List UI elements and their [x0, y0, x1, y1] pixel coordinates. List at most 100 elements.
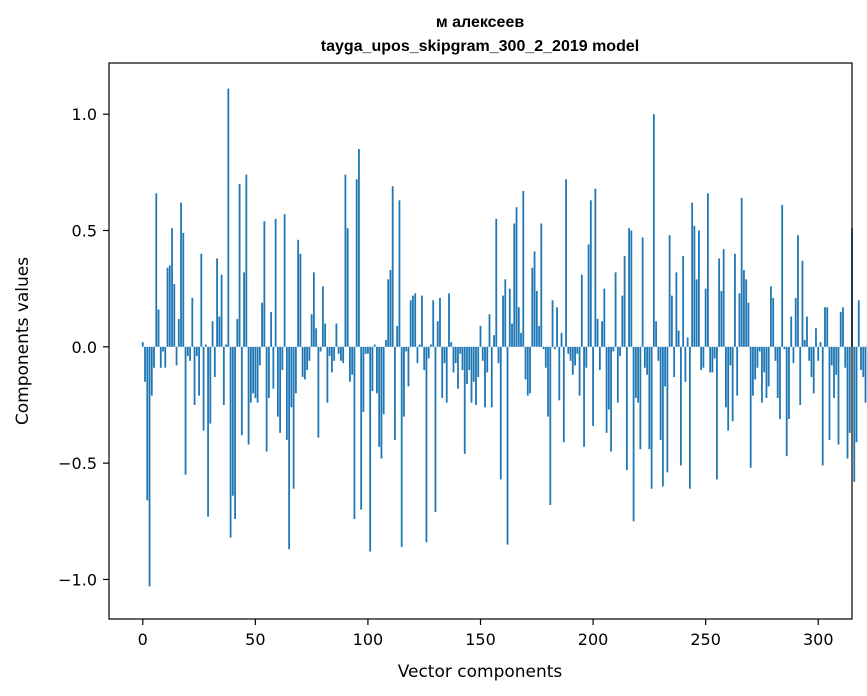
bar	[668, 235, 671, 347]
bar	[452, 346, 455, 373]
bar	[344, 174, 347, 347]
bar	[204, 344, 207, 347]
bar	[222, 346, 225, 405]
bar	[315, 328, 318, 347]
bar	[806, 316, 808, 347]
bar	[220, 274, 223, 347]
bar	[310, 314, 313, 347]
bar	[436, 321, 439, 347]
bar	[353, 346, 356, 519]
bar	[252, 346, 254, 394]
bar	[576, 346, 579, 354]
bar	[200, 253, 203, 347]
bar	[213, 346, 216, 378]
bar	[349, 346, 351, 382]
bar	[177, 318, 180, 347]
bar	[752, 346, 754, 396]
bar	[396, 325, 399, 347]
bar	[490, 346, 493, 408]
bar	[292, 346, 295, 489]
bar	[407, 346, 410, 387]
bar	[263, 221, 266, 347]
bar	[265, 346, 268, 452]
bar	[585, 346, 588, 368]
bar	[583, 346, 585, 447]
bar	[186, 346, 189, 357]
bar	[281, 346, 284, 371]
bar	[328, 346, 331, 357]
x-tick-label: 150	[465, 630, 496, 649]
bar	[308, 346, 311, 361]
bar	[580, 274, 583, 347]
bar	[835, 346, 838, 375]
bar	[558, 346, 561, 401]
bar	[610, 346, 612, 452]
bar	[772, 297, 775, 347]
bar	[247, 346, 250, 445]
bar	[641, 237, 644, 347]
bar	[376, 346, 378, 394]
bar	[565, 179, 567, 347]
bar	[171, 228, 173, 347]
bar	[256, 346, 259, 403]
bar	[321, 286, 324, 347]
bar	[441, 346, 444, 398]
bar	[736, 346, 739, 396]
bar	[306, 346, 309, 371]
bar	[369, 346, 372, 552]
bar	[164, 346, 167, 368]
bar	[454, 346, 457, 364]
bar	[371, 346, 374, 392]
bar	[837, 346, 840, 445]
bar	[783, 346, 786, 350]
bar	[387, 279, 390, 347]
bar	[619, 346, 621, 357]
bar	[499, 346, 502, 480]
bar	[502, 295, 504, 347]
bar	[468, 346, 471, 371]
bar	[398, 200, 401, 347]
bar	[612, 346, 615, 352]
bar	[157, 309, 160, 347]
bar	[144, 346, 146, 382]
bar	[283, 214, 286, 347]
bar	[209, 346, 212, 424]
chart-subtitle: tayga_upos_skipgram_300_2_2019 model	[321, 38, 639, 55]
bar	[596, 318, 599, 347]
bar	[461, 346, 464, 371]
bar	[515, 207, 518, 347]
bar	[459, 346, 462, 354]
y-axis: −1.0 −0.5 0.0 0.5 1.0	[58, 105, 109, 589]
x-tick-label: 100	[353, 630, 384, 649]
bar	[677, 330, 680, 347]
bar	[225, 344, 227, 347]
bar	[218, 316, 221, 347]
bar	[747, 302, 750, 347]
bar	[700, 346, 703, 371]
y-tick-label: 1.0	[72, 105, 97, 124]
bar	[434, 346, 437, 512]
bar	[790, 316, 793, 347]
bar	[664, 346, 667, 387]
bar	[659, 346, 662, 440]
bar	[319, 346, 322, 352]
bar	[495, 218, 498, 347]
bar	[418, 344, 421, 347]
bar	[470, 346, 473, 403]
bar	[272, 346, 275, 389]
bar	[146, 346, 149, 501]
bar	[443, 346, 446, 364]
bar	[770, 286, 772, 347]
bar	[729, 346, 732, 366]
bar	[180, 202, 182, 347]
bar	[603, 288, 606, 347]
bar	[159, 346, 162, 368]
bar	[475, 346, 477, 405]
bar	[303, 346, 306, 380]
bar	[385, 339, 387, 347]
bar	[276, 346, 279, 417]
bar	[601, 321, 603, 347]
bar	[414, 293, 417, 347]
bar	[391, 186, 394, 347]
